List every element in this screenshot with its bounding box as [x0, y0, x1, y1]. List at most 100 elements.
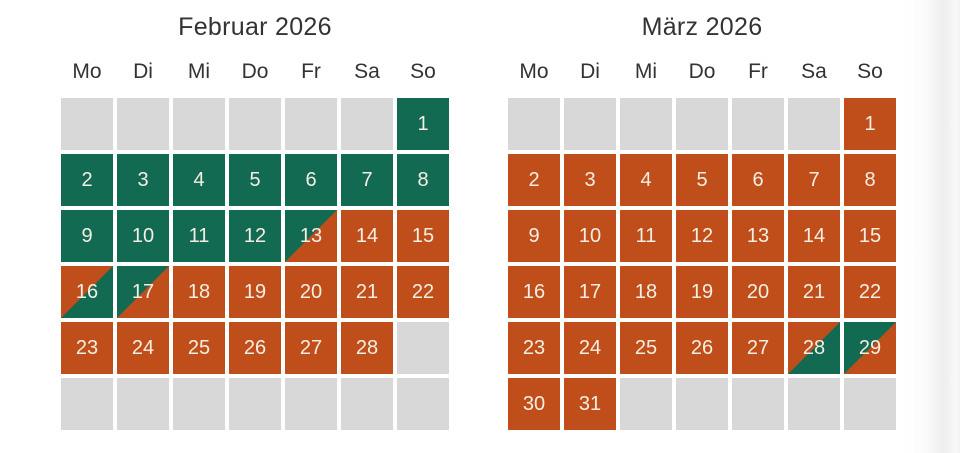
day-cell[interactable]: 22 — [397, 266, 449, 318]
day-number: 8 — [864, 168, 876, 191]
day-cell[interactable]: 24 — [117, 322, 169, 374]
day-cell[interactable]: 14 — [341, 210, 393, 262]
day-cell[interactable]: 1 — [844, 98, 896, 150]
empty-day-cell — [676, 378, 728, 430]
day-cell[interactable]: 10 — [117, 210, 169, 262]
day-cell[interactable]: 19 — [676, 266, 728, 318]
weekday-header: Di — [580, 60, 600, 83]
day-cell[interactable]: 19 — [229, 266, 281, 318]
empty-day-cell — [229, 98, 281, 150]
weekday-header: Do — [688, 60, 716, 83]
day-cell[interactable]: 26 — [676, 322, 728, 374]
day-number: 20 — [746, 280, 770, 303]
day-number: 21 — [802, 280, 826, 303]
day-cell[interactable]: 23 — [508, 322, 560, 374]
day-number: 14 — [355, 224, 379, 247]
day-cell[interactable]: 2 — [508, 154, 560, 206]
day-number: 11 — [188, 224, 210, 247]
day-cell[interactable]: 27 — [732, 322, 784, 374]
day-cell[interactable]: 7 — [341, 154, 393, 206]
day-cell[interactable]: 28 — [341, 322, 393, 374]
day-number: 13 — [299, 224, 323, 247]
day-cell[interactable]: 8 — [844, 154, 896, 206]
day-cell[interactable]: 13 — [732, 210, 784, 262]
availability-calendar: Februar 2026 Mo Di Mi Do Fr Sa So 1 2 3 4 5 6 7 8 9 10 11 1… — [61, 12, 896, 430]
day-number: 13 — [746, 224, 770, 247]
day-number: 9 — [528, 224, 540, 247]
day-number: 12 — [243, 224, 267, 247]
day-cell[interactable]: 6 — [285, 154, 337, 206]
day-cell[interactable]: 18 — [620, 266, 672, 318]
empty-day-cell — [788, 378, 840, 430]
day-number: 15 — [858, 224, 882, 247]
day-number: 7 — [808, 168, 820, 191]
day-cell[interactable]: 10 — [564, 210, 616, 262]
day-cell[interactable]: 8 — [397, 154, 449, 206]
day-cell[interactable]: 13 — [285, 210, 337, 262]
day-cell[interactable]: 24 — [564, 322, 616, 374]
day-number: 25 — [187, 336, 211, 359]
day-number: 8 — [417, 168, 429, 191]
day-cell[interactable]: 15 — [397, 210, 449, 262]
day-number: 17 — [578, 280, 602, 303]
day-cell[interactable]: 22 — [844, 266, 896, 318]
day-cell[interactable]: 23 — [61, 322, 113, 374]
empty-day-cell — [285, 378, 337, 430]
day-cell[interactable]: 20 — [732, 266, 784, 318]
day-cell[interactable]: 7 — [788, 154, 840, 206]
day-cell[interactable]: 12 — [676, 210, 728, 262]
day-cell[interactable]: 27 — [285, 322, 337, 374]
day-cell[interactable]: 17 — [564, 266, 616, 318]
day-cell[interactable]: 9 — [61, 210, 113, 262]
day-cell[interactable]: 28 — [788, 322, 840, 374]
day-cell[interactable]: 2 — [61, 154, 113, 206]
day-cell[interactable]: 12 — [229, 210, 281, 262]
day-cell[interactable]: 6 — [732, 154, 784, 206]
day-number: 11 — [635, 224, 657, 247]
weekday-header: Sa — [354, 60, 380, 83]
empty-day-cell — [173, 98, 225, 150]
weekday-header: Mi — [187, 60, 211, 83]
day-cell[interactable]: 21 — [788, 266, 840, 318]
month-calendar: Februar 2026 Mo Di Mi Do Fr Sa So 1 2 3 4 5 6 7 8 9 10 11 1… — [61, 12, 449, 430]
day-cell[interactable]: 3 — [117, 154, 169, 206]
day-cell[interactable]: 11 — [620, 210, 672, 262]
day-cell[interactable]: 5 — [229, 154, 281, 206]
day-number: 5 — [696, 168, 708, 191]
day-cell[interactable]: 5 — [676, 154, 728, 206]
weekday-header: Mo — [72, 60, 102, 83]
day-cell[interactable]: 29 — [844, 322, 896, 374]
day-cell[interactable]: 16 — [508, 266, 560, 318]
day-grid: 1 2 3 4 5 6 7 8 9 10 11 12 13 14 15 16 17 18 19 20 21 22 23 24 2… — [508, 98, 896, 430]
empty-day-cell — [732, 378, 784, 430]
day-cell[interactable]: 15 — [844, 210, 896, 262]
day-cell[interactable]: 25 — [620, 322, 672, 374]
day-cell[interactable]: 16 — [61, 266, 113, 318]
day-cell[interactable]: 18 — [173, 266, 225, 318]
day-cell[interactable]: 1 — [397, 98, 449, 150]
day-cell[interactable]: 17 — [117, 266, 169, 318]
empty-day-cell — [620, 378, 672, 430]
weekday-header-row: Mo Di Mi Do Fr Sa So — [508, 59, 896, 85]
day-number: 17 — [131, 280, 155, 303]
day-cell[interactable]: 26 — [229, 322, 281, 374]
day-cell[interactable]: 11 — [173, 210, 225, 262]
day-number: 1 — [417, 112, 429, 135]
empty-day-cell — [788, 98, 840, 150]
weekday-header: Fr — [748, 60, 768, 83]
day-cell[interactable]: 20 — [285, 266, 337, 318]
day-number: 26 — [243, 336, 267, 359]
day-cell[interactable]: 3 — [564, 154, 616, 206]
day-cell[interactable]: 4 — [620, 154, 672, 206]
day-cell[interactable]: 21 — [341, 266, 393, 318]
day-number: 27 — [746, 336, 770, 359]
day-cell[interactable]: 31 — [564, 378, 616, 430]
day-number: 18 — [634, 280, 658, 303]
empty-day-cell — [676, 98, 728, 150]
day-cell[interactable]: 30 — [508, 378, 560, 430]
day-cell[interactable]: 25 — [173, 322, 225, 374]
day-cell[interactable]: 9 — [508, 210, 560, 262]
day-cell[interactable]: 4 — [173, 154, 225, 206]
day-number: 1 — [864, 112, 876, 135]
day-cell[interactable]: 14 — [788, 210, 840, 262]
